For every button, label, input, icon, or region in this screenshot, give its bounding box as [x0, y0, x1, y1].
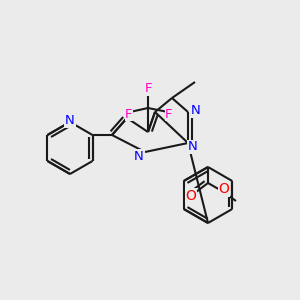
Text: F: F [144, 82, 152, 95]
Text: N: N [65, 115, 75, 128]
Text: N: N [191, 104, 201, 118]
Text: F: F [165, 107, 173, 121]
Text: N: N [134, 149, 144, 163]
Text: N: N [188, 140, 198, 154]
Text: F: F [125, 107, 133, 121]
Text: O: O [219, 182, 230, 196]
Text: O: O [186, 189, 196, 203]
